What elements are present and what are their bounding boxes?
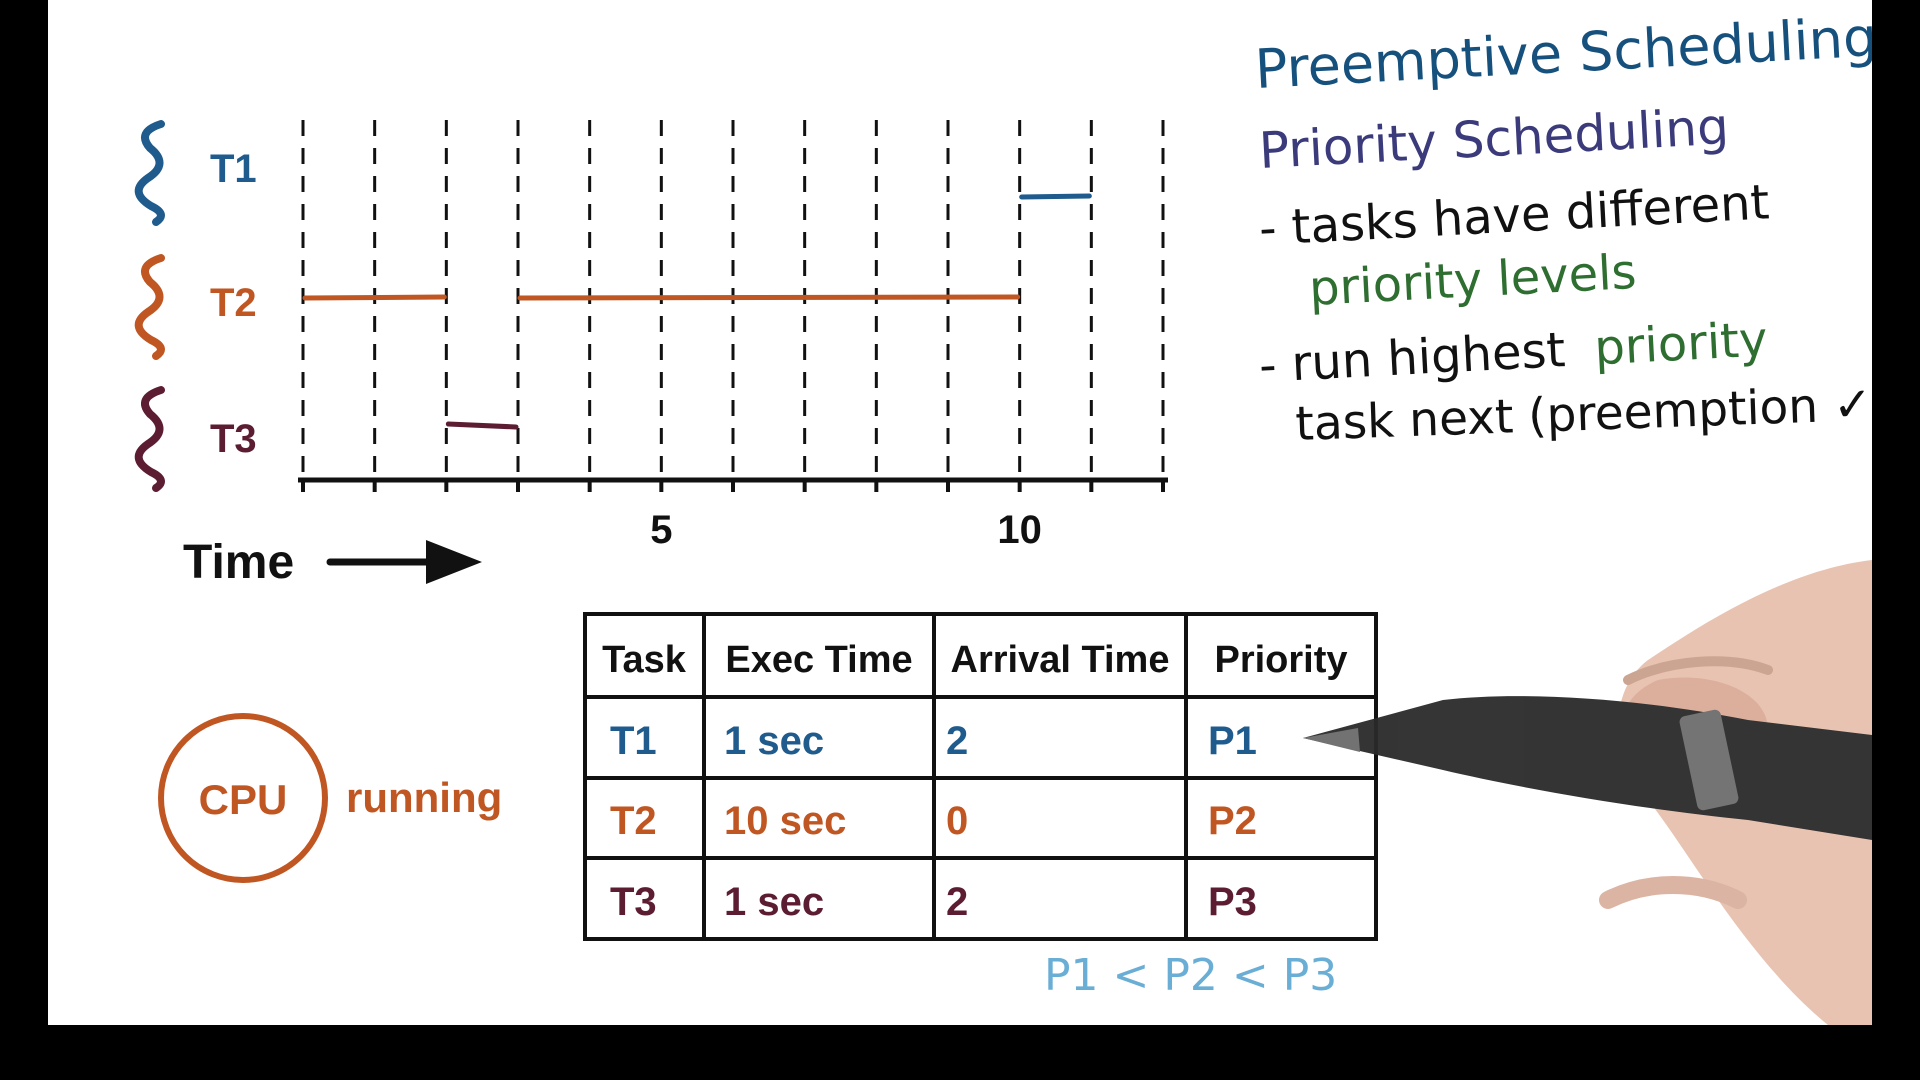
table-row-t1-arrival: 2 xyxy=(946,719,968,763)
thread-squiggle-icon-t1 xyxy=(134,120,165,226)
table-header-arrival-time: Arrival Time xyxy=(951,639,1170,681)
table-row-t2-arrival: 0 xyxy=(946,799,968,843)
table-row-t1-exec: 1 sec xyxy=(724,719,824,763)
cpu-state: running xyxy=(346,774,502,821)
task-legend: T1 T2 T3 xyxy=(134,120,257,492)
notes-bullet2-text: - run highest xyxy=(1258,322,1567,394)
notes-bullet2-priority: priority xyxy=(1593,311,1769,376)
time-arrow-icon xyxy=(326,540,482,584)
whiteboard: T1 T2 T3 5 10 Time Preemptive Scheduling … xyxy=(48,0,1872,1025)
cpu-status: CPU running xyxy=(158,713,502,883)
hand-with-pen-icon xyxy=(1303,560,1872,1025)
task-label-t2: T2 xyxy=(210,281,257,325)
thread-squiggle-icon-t2 xyxy=(134,254,165,360)
axis-tick-label-5: 5 xyxy=(650,508,672,552)
table-header-priority: Priority xyxy=(1214,639,1347,681)
table-row-t3-exec: 1 sec xyxy=(724,880,824,924)
table-row-t3-priority: P3 xyxy=(1208,880,1257,924)
priority-order-note: P1 < P2 < P3 xyxy=(1044,950,1337,1001)
time-axis-label: Time xyxy=(183,536,294,589)
thread-squiggle-icon-t3 xyxy=(134,386,165,492)
notes: Preemptive Scheduling Priority Schedulin… xyxy=(1253,5,1872,452)
segment-t1-0 xyxy=(1019,193,1092,200)
notes-bullet1-line2: priority levels xyxy=(1308,244,1638,317)
table-row-t3-arrival: 2 xyxy=(946,880,968,924)
axis-tick-label-10: 10 xyxy=(997,508,1042,552)
execution-segments xyxy=(302,193,1092,430)
table-row-t2-exec: 10 sec xyxy=(724,799,846,843)
notes-title: Preemptive Scheduling xyxy=(1253,5,1872,101)
table-row-t2-priority: P2 xyxy=(1208,799,1257,843)
scheduling-diagram: T1 T2 T3 5 10 Time Preemptive Scheduling … xyxy=(134,5,1872,1025)
notes-bullet2-line1: - run highest priority xyxy=(1258,311,1769,394)
cpu-label: CPU xyxy=(199,776,288,823)
table-header-task: Task xyxy=(602,639,687,681)
task-label-t3: T3 xyxy=(210,417,257,461)
notes-bullet1-line1: - tasks have different xyxy=(1258,174,1771,257)
task-table: Task Exec Time Arrival Time Priority T1 … xyxy=(583,612,1378,1001)
table-header-exec-time: Exec Time xyxy=(725,639,912,681)
segment-t2-1 xyxy=(517,294,1021,301)
task-label-t1: T1 xyxy=(210,147,257,191)
cpu-circle xyxy=(158,713,328,883)
segment-t3-0 xyxy=(445,421,519,430)
segment-t2-0 xyxy=(302,294,447,301)
table-row-t1-priority: P1 xyxy=(1208,719,1257,763)
table-row-t1-task: T1 xyxy=(610,719,657,763)
table-row-t2-task: T2 xyxy=(610,799,657,843)
notes-subtitle: Priority Scheduling xyxy=(1258,97,1731,180)
time-axis-ticks: 5 10 xyxy=(301,480,1165,552)
table-row-t3-task: T3 xyxy=(610,880,657,924)
